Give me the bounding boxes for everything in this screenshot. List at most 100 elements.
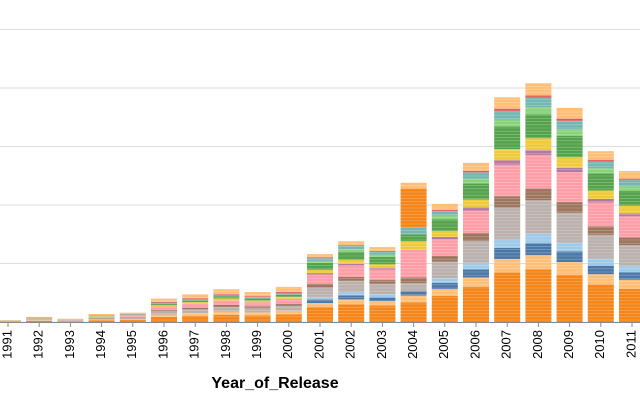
x-tick-label: 2005 xyxy=(436,330,451,359)
bar-segment xyxy=(431,209,458,211)
bar-segment xyxy=(182,313,209,316)
bar-segment xyxy=(151,305,177,307)
x-tick-label: 2007 xyxy=(499,330,514,359)
bar-segment xyxy=(525,200,552,234)
bar-segment xyxy=(26,320,53,321)
bar-segment xyxy=(619,186,640,191)
bar-segment xyxy=(431,288,458,297)
bar-segment xyxy=(338,292,365,296)
bar-segment xyxy=(587,258,614,266)
bar-segment xyxy=(400,295,427,303)
bar-segment xyxy=(151,298,177,302)
bar-segment xyxy=(244,292,271,297)
bar-segment xyxy=(400,277,427,284)
bar-segment xyxy=(26,320,53,322)
bar-segment xyxy=(182,307,209,310)
bar-segment xyxy=(119,319,146,320)
bar-segment xyxy=(587,159,614,162)
bar-segment xyxy=(369,256,396,265)
bar-segment xyxy=(338,241,365,246)
bar-segment xyxy=(275,294,302,297)
bar-segment xyxy=(88,314,115,316)
bar-segment xyxy=(587,284,614,322)
bar-1993 xyxy=(57,318,84,322)
bar-2005 xyxy=(431,203,458,322)
bar-segment xyxy=(463,183,489,200)
bar-segment xyxy=(182,298,209,300)
bar-segment xyxy=(463,178,489,184)
bar-segment xyxy=(400,291,427,296)
bar-segment xyxy=(494,110,521,120)
bar-segment xyxy=(400,302,427,322)
bar-1995 xyxy=(119,312,146,322)
bar-segment xyxy=(369,269,396,281)
bar-segment xyxy=(244,302,271,307)
bar-segment xyxy=(369,268,396,270)
bar-1999 xyxy=(244,292,271,322)
bar-segment xyxy=(400,234,427,242)
bar-segment xyxy=(525,138,552,151)
bar-segment xyxy=(619,213,640,217)
bar-segment xyxy=(338,249,365,252)
bar-segment xyxy=(182,300,209,303)
bar-segment xyxy=(119,315,146,318)
bar-segment xyxy=(431,236,458,240)
bar-segment xyxy=(525,269,552,322)
bar-segment xyxy=(369,297,396,302)
bar-segment xyxy=(619,245,640,267)
bar-segment xyxy=(369,254,396,257)
bar-segment xyxy=(463,232,489,241)
bar-segment xyxy=(182,315,209,322)
bar-2009 xyxy=(556,107,583,322)
bar-segment xyxy=(556,167,583,173)
bar-segment xyxy=(151,301,177,303)
x-tick-label: 2008 xyxy=(530,330,545,359)
bar-segment xyxy=(244,298,271,301)
bar-segment xyxy=(119,312,146,314)
bar-segment xyxy=(494,259,521,273)
bar-segment xyxy=(275,291,302,293)
bar-segment xyxy=(244,315,271,322)
bar-segment xyxy=(494,108,521,111)
bar-segment xyxy=(494,272,521,322)
bar-segment xyxy=(587,173,614,191)
bar-segment xyxy=(275,292,302,295)
bar-segment xyxy=(525,243,552,256)
bar-segment xyxy=(494,97,521,109)
bar-segment xyxy=(369,250,396,252)
bar-segment xyxy=(400,241,427,250)
bar-segment xyxy=(619,279,640,289)
bar-segment xyxy=(338,276,365,281)
bar-segment xyxy=(556,172,583,203)
bar-segment xyxy=(151,309,177,312)
bar-segment xyxy=(431,239,458,256)
bar-2003 xyxy=(369,247,396,322)
bar-segment xyxy=(244,312,271,316)
bar-segment xyxy=(619,178,640,181)
bar-segment xyxy=(275,310,302,315)
bar-segment xyxy=(463,199,489,208)
bar-segment xyxy=(619,237,640,246)
bar-segment xyxy=(494,247,521,260)
bar-segment xyxy=(463,277,489,287)
bar-segment xyxy=(587,190,614,200)
bar-segment xyxy=(431,283,458,289)
bar-segment xyxy=(182,303,209,308)
bar-segment xyxy=(525,188,552,201)
bar-segment xyxy=(369,247,396,251)
bar-segment xyxy=(213,300,240,305)
bar-segment xyxy=(213,298,240,301)
bar-segment xyxy=(494,119,521,127)
bar-segment xyxy=(556,262,583,275)
bar-segment xyxy=(587,168,614,174)
bar-segment xyxy=(431,203,458,210)
bar-segment xyxy=(213,294,240,297)
bar-segment xyxy=(88,320,115,322)
x-tick-label: 1997 xyxy=(187,330,202,359)
bar-1994 xyxy=(88,314,115,322)
bar-segment xyxy=(525,255,552,270)
bar-1997 xyxy=(182,294,209,322)
bar-segment xyxy=(463,286,489,322)
bar-segment xyxy=(556,120,583,130)
bar-2001 xyxy=(307,254,333,322)
